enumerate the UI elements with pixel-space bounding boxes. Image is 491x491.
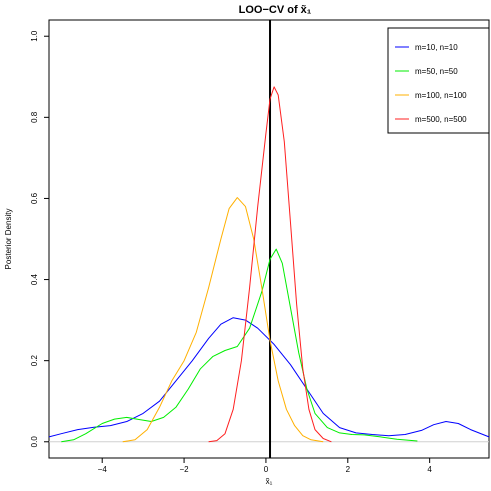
legend-label: m=10, n=10 [415, 43, 458, 52]
axis-ticks: −4 −2 0 2 4 0.0 0.2 0.4 0.6 0.8 1.0 [30, 30, 432, 474]
x-tick-label: 2 [346, 465, 351, 474]
y-tick-label: 0.2 [30, 355, 39, 367]
plot-frame [48, 19, 490, 459]
x-axis-label: x̃₁ [265, 477, 272, 486]
x-tick-label: −2 [180, 465, 190, 474]
reference-lines [49, 20, 489, 458]
y-tick-label: 0.6 [30, 192, 39, 204]
series-layer [48, 86, 490, 443]
legend: m=10, n=10 m=50, n=50 m=100, n=100 m=500, n… [387, 27, 490, 134]
y-tick-label: 0.4 [30, 273, 39, 285]
x-tick-label: 4 [427, 465, 432, 474]
density-line-series-4 [208, 86, 332, 443]
y-axis-label: Posterior Density [4, 209, 13, 270]
legend-box [387, 27, 490, 134]
y-tick-label: 1.0 [30, 30, 39, 42]
density-line-series-1 [48, 317, 490, 438]
x-tick-label: 0 [264, 465, 269, 474]
chart-title: LOO−CV of x̃₁ [239, 4, 312, 16]
y-tick-label: 0.0 [30, 436, 39, 448]
density-line-series-3 [122, 197, 324, 443]
legend-label: m=100, n=100 [415, 91, 467, 100]
density-line-series-2 [61, 248, 418, 443]
x-tick-label: −4 [98, 465, 108, 474]
legend-label: m=50, n=50 [415, 67, 458, 76]
legend-label: m=500, n=500 [415, 115, 467, 124]
y-tick-label: 0.8 [30, 111, 39, 123]
